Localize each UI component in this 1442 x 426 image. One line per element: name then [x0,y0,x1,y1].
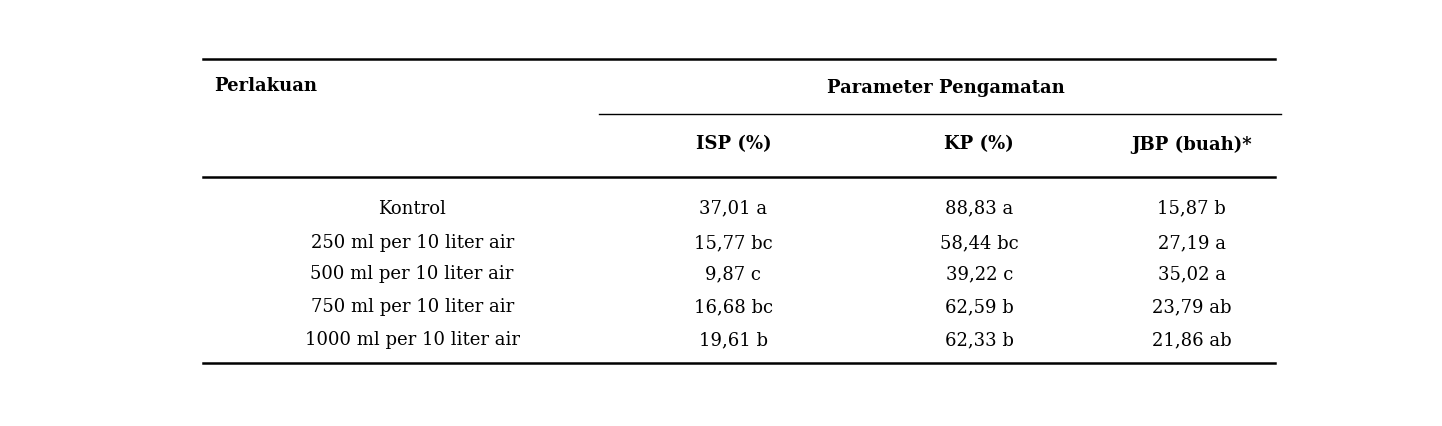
Text: 15,77 bc: 15,77 bc [694,234,773,252]
Text: JBP (buah)*: JBP (buah)* [1132,135,1252,154]
Text: KP (%): KP (%) [945,135,1014,153]
Text: 15,87 b: 15,87 b [1158,200,1226,218]
Text: 62,33 b: 62,33 b [945,331,1014,349]
Text: 9,87 c: 9,87 c [705,265,761,283]
Text: 37,01 a: 37,01 a [699,200,767,218]
Text: 1000 ml per 10 liter air: 1000 ml per 10 liter air [304,331,519,349]
Text: 27,19 a: 27,19 a [1158,234,1226,252]
Text: Perlakuan: Perlakuan [213,78,317,95]
Text: 19,61 b: 19,61 b [699,331,769,349]
Text: 23,79 ab: 23,79 ab [1152,298,1231,316]
Text: 250 ml per 10 liter air: 250 ml per 10 liter air [310,234,513,252]
Text: 88,83 a: 88,83 a [945,200,1014,218]
Text: Kontrol: Kontrol [378,200,446,218]
Text: 500 ml per 10 liter air: 500 ml per 10 liter air [310,265,513,283]
Text: 35,02 a: 35,02 a [1158,265,1226,283]
Text: 62,59 b: 62,59 b [945,298,1014,316]
Text: 39,22 c: 39,22 c [946,265,1012,283]
Text: 58,44 bc: 58,44 bc [940,234,1018,252]
Text: 750 ml per 10 liter air: 750 ml per 10 liter air [310,298,513,316]
Text: 16,68 bc: 16,68 bc [694,298,773,316]
Text: Parameter Pengamatan: Parameter Pengamatan [826,79,1064,97]
Text: ISP (%): ISP (%) [695,135,771,153]
Text: 21,86 ab: 21,86 ab [1152,331,1231,349]
